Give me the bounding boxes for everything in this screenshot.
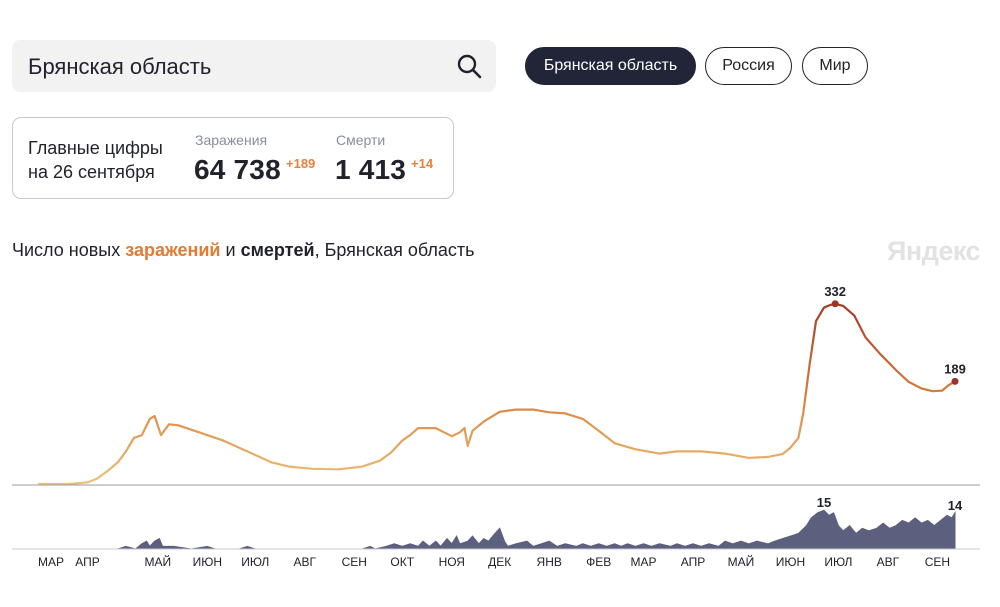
x-tick-label: АВГ: [877, 555, 900, 569]
infections-series-line: [38, 302, 956, 486]
infections-point-marker: [951, 377, 959, 385]
search-icon[interactable]: [456, 53, 482, 79]
x-tick-label: МАЙ: [145, 554, 172, 569]
deaths-value: 1 413: [335, 154, 407, 185]
chart-title-middle: и: [220, 240, 241, 260]
deaths-series-area: [38, 509, 956, 550]
summary-caption: Главные цифры на 26 сентября: [28, 136, 163, 184]
x-tick-label: ФЕВ: [586, 555, 611, 569]
x-tick-label: ИЮН: [193, 555, 222, 569]
infections-delta: +189: [286, 156, 316, 171]
chart-title: Число новых заражений и смертей, Брянска…: [12, 240, 475, 261]
x-tick-label: АПР: [75, 555, 100, 569]
x-tick-label: ОКТ: [390, 555, 414, 569]
region-search[interactable]: Брянская область: [12, 40, 496, 92]
chart-title-suffix: , Брянская область: [314, 240, 475, 260]
tab-label: Брянская область: [543, 57, 678, 74]
summary-caption-line2: на 26 сентября: [28, 162, 155, 182]
search-input[interactable]: Брянская область: [28, 54, 212, 79]
tab-russia[interactable]: Россия: [705, 47, 792, 85]
infections-chart: 332 189: [38, 284, 966, 486]
deaths-data-label: 14: [948, 498, 963, 513]
tab-world[interactable]: Мир: [802, 47, 868, 85]
tab-label: Россия: [722, 57, 775, 74]
x-tick-label: МАЙ: [728, 554, 755, 569]
x-tick-label: НОЯ: [439, 555, 465, 569]
deaths-label: Смерти: [336, 132, 386, 148]
x-tick-label: МАР: [38, 555, 64, 569]
infections-label: Заражения: [195, 132, 268, 148]
deaths-data-label: 15: [817, 495, 831, 510]
chart-title-infections: заражений: [125, 240, 221, 260]
summary-card: Главные цифры на 26 сентября Заражения 6…: [12, 117, 454, 199]
infections-value: 64 738: [194, 154, 281, 185]
yandex-logo: Яндекс: [887, 236, 981, 266]
x-tick-label: СЕН: [342, 555, 367, 569]
tab-bryansk-region[interactable]: Брянская область: [525, 47, 696, 85]
x-tick-label: АПР: [681, 555, 706, 569]
tab-label: Мир: [819, 57, 851, 74]
x-tick-label: МАР: [630, 555, 656, 569]
x-tick-label: СЕН: [925, 555, 950, 569]
x-tick-label: ДЕК: [488, 555, 511, 569]
chart-title-prefix: Число новых: [12, 240, 126, 260]
infections-data-label: 332: [824, 284, 846, 299]
x-tick-label: ИЮН: [776, 555, 805, 569]
x-tick-label: ИЮЛ: [241, 555, 269, 569]
x-tick-label: АВГ: [294, 555, 317, 569]
x-tick-label: ЯНВ: [537, 555, 562, 569]
x-tick-label: ИЮЛ: [824, 555, 852, 569]
deaths-delta: +14: [411, 156, 434, 171]
infections-point-marker: [831, 300, 839, 308]
deaths-chart: 15 14: [38, 495, 963, 550]
x-axis: МАР АПР МАЙ ИЮН ИЮЛ АВГ СЕН ОКТ НОЯ ДЕК ЯНВ ФЕВ МАР А…: [38, 554, 950, 569]
chart-title-deaths: смертей: [240, 240, 315, 260]
infections-data-label: 189: [944, 361, 966, 376]
summary-caption-line1: Главные цифры: [28, 138, 163, 158]
